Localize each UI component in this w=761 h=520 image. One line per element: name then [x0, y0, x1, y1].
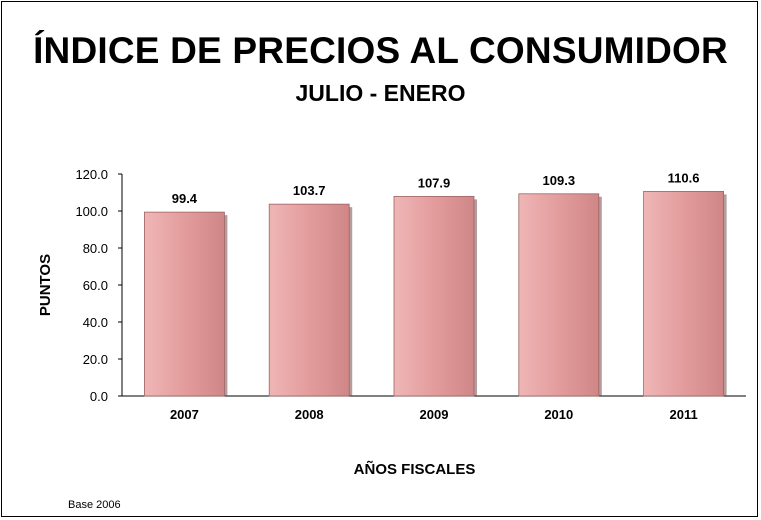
x-tick-label-2010: 2010	[544, 407, 573, 422]
bar-2007	[143, 211, 225, 397]
bar-2011	[643, 190, 724, 397]
chart-title: ÍNDICE DE PRECIOS AL CONSUMIDOR	[33, 30, 728, 71]
data-label-2008: 103.7	[293, 183, 326, 198]
data-label-2009: 107.9	[418, 175, 451, 190]
y-tick-label: 60.0	[83, 278, 108, 293]
x-axis-label: AÑOS FISCALES	[353, 461, 476, 478]
bar-2008	[268, 203, 350, 397]
y-tick-label: 0.0	[90, 389, 108, 404]
y-axis-label: PUNTOS	[37, 253, 54, 317]
y-tick-label: 120.0	[75, 167, 108, 182]
x-tick-label-2011: 2011	[669, 407, 697, 422]
x-tick-label-2007: 2007	[170, 407, 199, 422]
data-label-2011: 110.6	[668, 170, 700, 185]
y-tick-label: 20.0	[83, 352, 108, 367]
x-tick-label-2008: 2008	[295, 407, 324, 422]
y-tick-label: 80.0	[83, 241, 108, 256]
bar-2010	[518, 193, 600, 397]
base-note: Base 2006	[68, 499, 121, 511]
data-label-2010: 109.3	[543, 173, 576, 188]
bar-2009	[393, 195, 475, 397]
x-tick-label-2009: 2009	[420, 407, 449, 422]
y-tick-label: 100.0	[75, 204, 108, 219]
data-label-2007: 99.4	[172, 191, 198, 206]
y-tick-label: 40.0	[83, 315, 108, 330]
chart-subtitle: JULIO - ENERO	[295, 80, 466, 106]
